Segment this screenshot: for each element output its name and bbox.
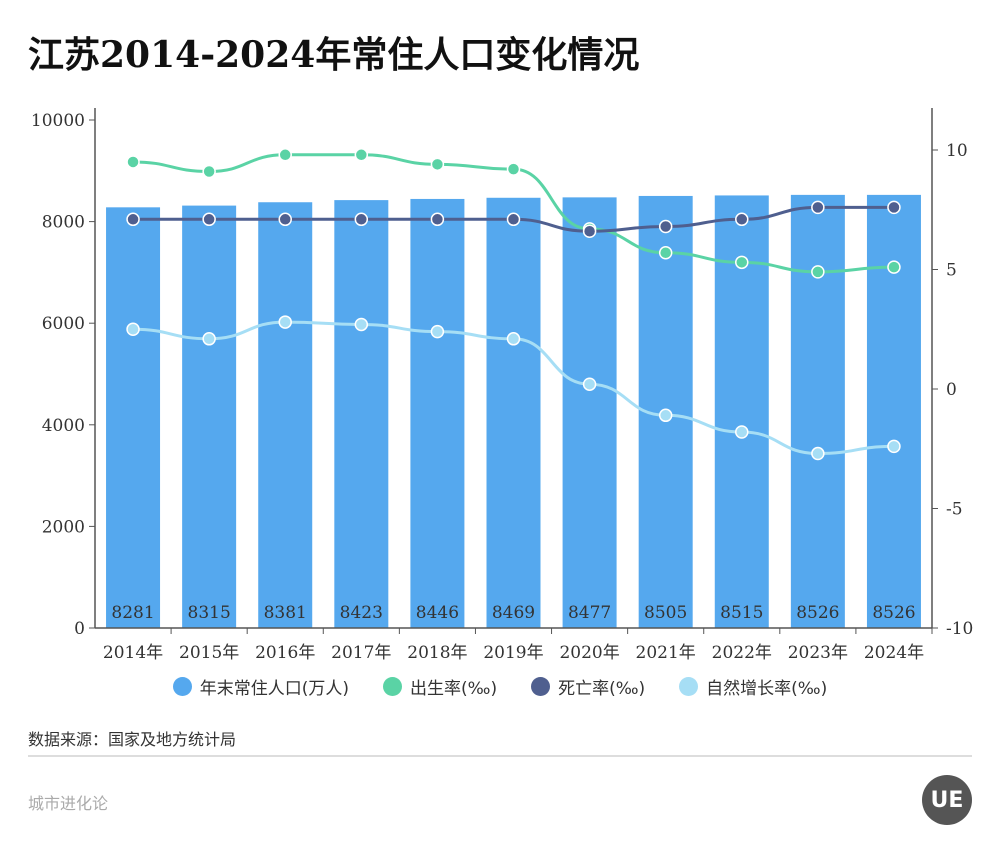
right-tick-label: -10 xyxy=(946,619,973,639)
legend-marker xyxy=(679,677,699,696)
series-point xyxy=(735,255,749,270)
series-point xyxy=(735,212,749,227)
x-tick-label: 2020年 xyxy=(559,643,619,663)
right-tick-label: 0 xyxy=(946,380,957,400)
right-tick-label: 5 xyxy=(946,261,957,281)
bar-label: 8515 xyxy=(720,603,763,623)
bar-label: 8381 xyxy=(264,603,307,623)
series-point xyxy=(430,212,445,227)
bar xyxy=(334,200,389,628)
legend-marker xyxy=(383,677,403,696)
legend-marker xyxy=(172,677,192,696)
x-tick-label: 2023年 xyxy=(788,643,848,663)
bar xyxy=(106,207,161,628)
series-point xyxy=(582,224,597,239)
x-tick-label: 2014年 xyxy=(103,643,163,663)
series-point xyxy=(887,439,901,454)
series-point xyxy=(430,324,445,339)
series-point xyxy=(278,212,292,227)
legend-label: 自然增长率(‰) xyxy=(706,679,828,699)
series-point xyxy=(658,408,673,423)
series-point xyxy=(202,164,216,179)
bar-label: 8281 xyxy=(111,603,154,623)
bar xyxy=(182,205,237,628)
right-tick-label: 10 xyxy=(946,141,968,161)
left-tick-label: 4000 xyxy=(42,416,85,436)
legend: 年末常住人口(万人) 出生率(‰) 死亡率(‰) 自然增长率(‰) xyxy=(0,674,1000,699)
series-point xyxy=(354,212,369,227)
left-tick-label: 6000 xyxy=(42,314,85,334)
x-tick-label: 2015年 xyxy=(179,643,239,663)
left-tick-label: 8000 xyxy=(42,213,85,233)
divider xyxy=(28,755,972,757)
series-point xyxy=(506,162,521,176)
brand-logo: UE xyxy=(922,775,972,825)
series-point xyxy=(430,157,445,172)
data-source: 数据来源：国家及地方统计局 xyxy=(28,730,237,749)
series-line xyxy=(133,320,894,456)
series-point xyxy=(658,219,673,234)
brand-name: 城市进化论 xyxy=(28,794,109,813)
bar-label: 8505 xyxy=(644,603,687,623)
series-point xyxy=(506,212,521,227)
bar-label: 8526 xyxy=(796,603,839,623)
x-tick-label: 2017年 xyxy=(331,643,391,663)
chart-title: 江苏2014-2024年常住人口变化情况 xyxy=(28,34,640,76)
right-tick-label: -5 xyxy=(946,500,963,520)
series-point xyxy=(811,265,825,279)
series-point xyxy=(887,260,901,274)
legend-item: 自然增长率(‰) xyxy=(679,674,827,699)
bar-label: 8477 xyxy=(568,603,611,623)
x-tick-label: 2021年 xyxy=(636,643,696,663)
legend-item: 年末常住人口(万人) xyxy=(172,674,350,699)
series-point xyxy=(887,200,901,215)
legend-item: 出生率(‰) xyxy=(383,674,497,699)
series-point xyxy=(278,315,292,329)
bar-label: 8469 xyxy=(492,603,535,623)
series-point xyxy=(126,212,140,227)
bar-label: 8423 xyxy=(340,603,383,623)
series-point xyxy=(506,332,521,346)
bar-label: 8526 xyxy=(872,603,915,623)
legend-item: 死亡率(‰) xyxy=(531,674,645,699)
series-point xyxy=(202,212,216,227)
bar xyxy=(866,194,921,628)
legend-label: 死亡率(‰) xyxy=(558,679,646,699)
series-point xyxy=(278,148,292,162)
series-point xyxy=(126,322,140,336)
series-point xyxy=(735,425,749,439)
bar xyxy=(562,197,617,628)
series-point xyxy=(811,446,825,461)
series-point xyxy=(354,148,369,162)
x-tick-label: 2022年 xyxy=(712,643,772,663)
series-point xyxy=(811,200,825,215)
left-tick-label: 2000 xyxy=(42,517,85,537)
series-point xyxy=(354,317,369,332)
legend-marker xyxy=(531,677,551,696)
x-tick-label: 2019年 xyxy=(483,643,543,663)
series-point xyxy=(126,155,140,169)
bar xyxy=(790,194,845,628)
left-tick-label: 10000 xyxy=(31,111,85,131)
legend-label: 出生率(‰) xyxy=(410,679,498,699)
left-tick-label: 0 xyxy=(74,619,85,639)
bar xyxy=(258,202,313,629)
bar xyxy=(486,197,541,629)
x-tick-label: 2018年 xyxy=(407,643,467,663)
series-point xyxy=(582,377,597,391)
series-point xyxy=(658,246,673,260)
bar-label: 8315 xyxy=(188,603,231,623)
series-point xyxy=(202,332,216,346)
x-tick-label: 2016年 xyxy=(255,643,315,663)
chart: 8281 8315 8381 8423 8446 8469 8477 8505 8515 8526… xyxy=(31,108,973,663)
legend-label: 年末常住人口(万人) xyxy=(199,679,350,699)
bar xyxy=(410,198,465,628)
x-tick-label: 2024年 xyxy=(864,643,924,663)
bar-label: 8446 xyxy=(416,603,459,623)
